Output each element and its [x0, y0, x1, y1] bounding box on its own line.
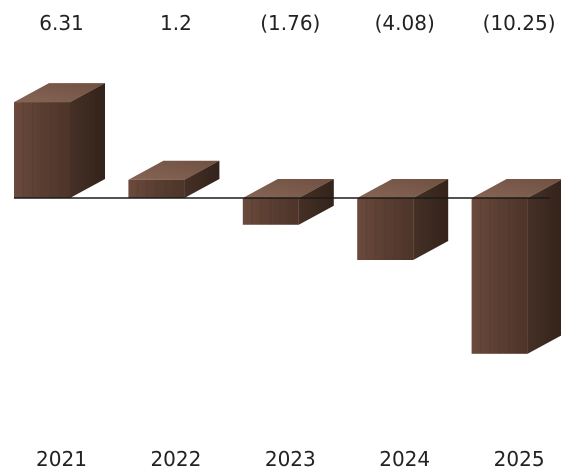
category-tick-label: 2022: [150, 447, 201, 471]
bar-top-face: [242, 179, 334, 198]
bar-2025: [471, 179, 561, 354]
bar-top-face: [357, 179, 449, 198]
bar-2022: [128, 160, 220, 198]
bar-top-face: [14, 83, 105, 103]
category-tick-label: 2023: [265, 447, 316, 471]
data-label: 6.31: [39, 11, 84, 35]
bar-2021: [14, 83, 105, 198]
data-label: (10.25): [483, 11, 556, 35]
bar-front-face: [14, 102, 70, 198]
bar-side-face: [413, 179, 449, 261]
category-tick-label: 2024: [379, 447, 430, 471]
bar-front-face: [242, 198, 299, 225]
labels-layer: 6.31 2021 1.2 2022 (1.76) 2023 (4.08) 2024 (10.2…: [36, 11, 555, 471]
bar-side-face: [70, 83, 105, 198]
data-label: 1.2: [160, 11, 192, 35]
bars-layer: [14, 83, 561, 354]
data-label: (1.76): [260, 11, 320, 35]
category-tick-label: 2021: [36, 447, 87, 471]
data-label: (4.08): [375, 11, 435, 35]
bar-side-face: [184, 160, 220, 198]
bar-side-face: [298, 179, 334, 225]
bar-front-face: [357, 198, 414, 261]
bar-front-face: [471, 198, 528, 354]
category-tick-label: 2025: [494, 447, 545, 471]
bar-top-face: [128, 160, 220, 180]
bar-side-face: [527, 179, 561, 354]
bar-front-face: [128, 179, 185, 198]
bar-2024: [357, 179, 449, 261]
bar-top-face: [471, 179, 561, 198]
bar-2023: [242, 179, 334, 225]
